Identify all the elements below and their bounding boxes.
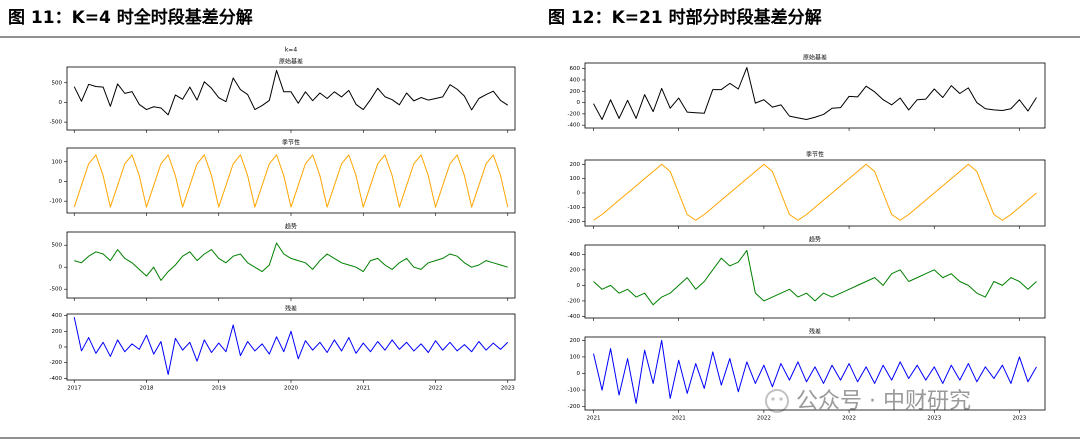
y-tick-label: -200	[568, 404, 581, 410]
x-tick-label: 2022	[757, 416, 771, 422]
x-tick-label: 2019	[212, 386, 226, 392]
y-tick-label: -200	[568, 219, 581, 225]
y-tick-label: -400	[50, 376, 63, 382]
y-tick-label: 600	[570, 66, 581, 72]
panel-title: 季节性	[806, 151, 824, 159]
panel-title: 原始基差	[279, 58, 303, 66]
y-tick-label: 100	[570, 354, 581, 360]
panel-title: 趋势	[809, 236, 821, 244]
y-tick-label: 0	[577, 371, 581, 377]
y-tick-label: -100	[50, 199, 63, 205]
panel-title: 趋势	[285, 223, 297, 231]
y-tick-label: -200	[568, 298, 581, 304]
y-tick-label: -100	[568, 388, 581, 394]
watermark-icon	[765, 389, 789, 413]
y-tick-label: -100	[568, 205, 581, 211]
y-tick-label: 0	[577, 191, 581, 197]
x-tick-label: 2018	[139, 386, 153, 392]
y-tick-label: 500	[52, 243, 63, 249]
x-tick-label: 2021	[356, 386, 370, 392]
y-tick-label: -500	[50, 120, 63, 126]
y-tick-label: -200	[568, 111, 581, 117]
panel-title: 残差	[809, 328, 821, 336]
y-tick-label: 400	[570, 252, 581, 258]
y-tick-label: 400	[52, 313, 63, 319]
series-line	[74, 242, 508, 281]
series-line	[593, 67, 1037, 121]
x-tick-label: 2023	[1012, 416, 1026, 422]
plot-frame	[584, 159, 1046, 227]
y-tick-label: -200	[50, 360, 63, 366]
y-tick-label: 0	[59, 100, 63, 106]
y-tick-label: -400	[568, 123, 581, 129]
series-line	[73, 154, 509, 208]
y-tick-label: 200	[570, 338, 581, 344]
y-tick-label: 200	[570, 267, 581, 273]
plot-frame	[584, 62, 1046, 129]
panel-title: 原始基差	[803, 54, 827, 62]
x-tick-label: 2023	[501, 386, 515, 392]
y-tick-label: -400	[568, 314, 581, 320]
x-tick-label: 2017	[67, 386, 81, 392]
y-tick-label: 100	[52, 159, 63, 165]
suptitle: k=4	[285, 47, 298, 54]
y-tick-label: 200	[52, 329, 63, 335]
y-tick-label: 200	[570, 162, 581, 168]
series-line	[593, 163, 1037, 221]
plot-frame	[584, 244, 1046, 319]
y-tick-label: 0	[59, 345, 63, 351]
panel-title: 残差	[285, 305, 297, 313]
x-tick-label: 2021	[672, 416, 686, 422]
series-line	[593, 339, 1037, 404]
y-tick-label: 0	[577, 100, 581, 106]
x-tick-label: 2022	[429, 386, 443, 392]
x-tick-label: 2022	[842, 416, 856, 422]
series-line	[73, 317, 509, 375]
y-tick-label: 500	[52, 80, 63, 86]
y-tick-label: -500	[50, 287, 63, 293]
figure-caption: 图 12：K=21 时部分时段基差分解	[548, 7, 822, 28]
figure-caption: 图 11：K=4 时全时段基差分解	[8, 7, 253, 28]
plot-frame	[66, 147, 516, 214]
y-tick-label: 0	[577, 283, 581, 289]
plot-frame	[66, 66, 516, 131]
x-tick-label: 2020	[284, 386, 298, 392]
panel-title: 季节性	[282, 139, 300, 147]
y-tick-label: 200	[570, 89, 581, 95]
series-line	[593, 249, 1037, 306]
y-tick-label: 400	[570, 77, 581, 83]
plot-frame	[66, 313, 516, 381]
y-tick-label: 100	[570, 176, 581, 182]
y-tick-label: 0	[59, 265, 63, 271]
x-tick-label: 2023	[927, 416, 941, 422]
x-tick-label: 2021	[587, 416, 601, 422]
series-line	[73, 69, 509, 116]
y-tick-label: 0	[59, 179, 63, 185]
